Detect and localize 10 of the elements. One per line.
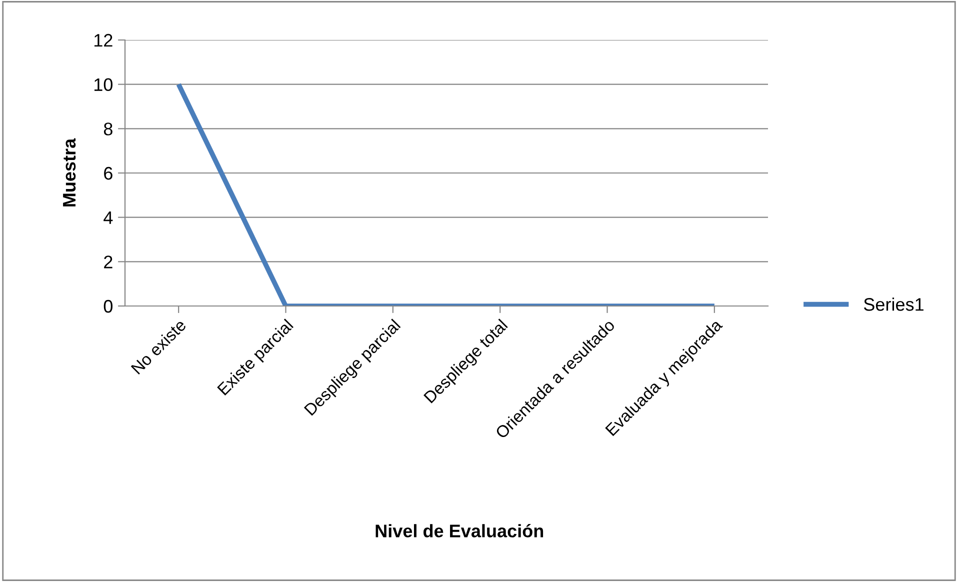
- x-axis-title: Nivel de Evaluación: [376, 524, 544, 538]
- y-tick-label: 8: [104, 122, 112, 136]
- y-axis-title: Muestra: [63, 138, 76, 206]
- y-tick-label: 4: [104, 211, 113, 224]
- y-tick-label: 0: [104, 300, 112, 313]
- y-tick-label: 12: [94, 34, 112, 47]
- y-tick-label: 6: [104, 166, 112, 180]
- y-tick-label: 2: [104, 256, 112, 268]
- legend-label: Series1: [864, 298, 924, 311]
- y-tick-label: 10: [94, 78, 112, 92]
